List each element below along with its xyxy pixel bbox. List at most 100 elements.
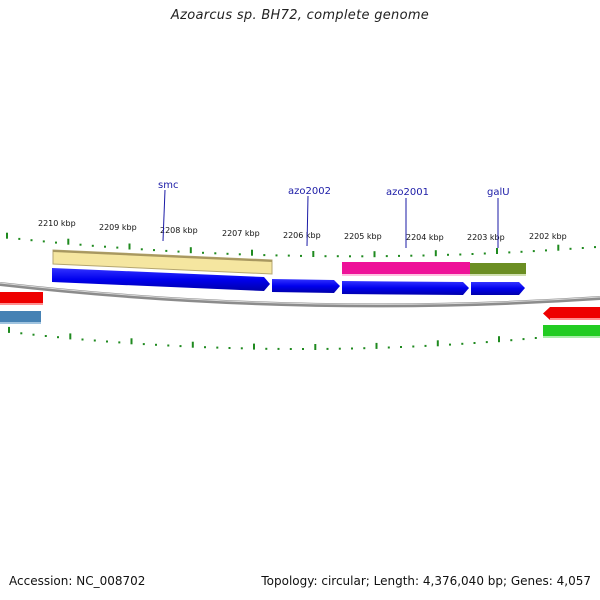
minor-tick xyxy=(534,337,537,339)
cds-arrow-azo2002[interactable] xyxy=(272,279,340,293)
major-tick xyxy=(251,249,253,256)
major-tick xyxy=(130,338,133,345)
minor-tick xyxy=(57,336,59,339)
major-tick xyxy=(189,247,192,254)
kbp-label: 2203 kbp xyxy=(467,233,505,242)
minor-tick xyxy=(400,346,402,348)
cds-arrow-azo2001[interactable] xyxy=(342,281,469,295)
major-tick xyxy=(314,344,317,350)
minor-tick xyxy=(263,254,266,257)
feature-steelblue-left[interactable] xyxy=(0,311,41,324)
minor-tick xyxy=(202,251,204,254)
minor-tick xyxy=(142,343,145,346)
minor-tick xyxy=(361,255,364,258)
minor-tick xyxy=(275,254,278,257)
genome-summary: Topology: circular; Length: 4,376,040 bp… xyxy=(261,574,591,588)
minor-tick xyxy=(226,252,229,255)
minor-tick xyxy=(287,254,290,257)
gene-label-galU[interactable]: galU xyxy=(487,187,510,198)
kbp-label: 2204 kbp xyxy=(406,233,444,242)
cds-arrow-red-right[interactable] xyxy=(543,307,600,320)
major-tick xyxy=(375,342,378,349)
minor-tick xyxy=(177,250,180,253)
gene-label-azo2001[interactable]: azo2001 xyxy=(386,187,429,198)
minor-tick xyxy=(461,342,464,345)
minor-tick xyxy=(79,243,82,246)
feature-smc-region[interactable] xyxy=(52,249,273,275)
genome-backbone xyxy=(0,282,600,308)
minor-tick xyxy=(398,254,400,257)
minor-tick xyxy=(153,249,155,252)
minor-tick xyxy=(349,255,351,258)
feature-galU-edge xyxy=(470,274,526,276)
minor-tick xyxy=(594,246,596,249)
minor-tick xyxy=(447,253,449,256)
major-tick xyxy=(498,336,500,343)
cds-arrow-red-right-edge xyxy=(550,318,600,320)
minor-tick xyxy=(326,347,329,350)
minor-tick xyxy=(277,347,280,350)
minor-tick xyxy=(471,253,474,255)
minor-tick xyxy=(118,341,121,344)
minor-tick xyxy=(422,254,425,257)
minor-tick xyxy=(42,240,45,243)
genome-title: Azoarcus sp. BH72, complete genome xyxy=(170,8,430,23)
major-tick xyxy=(191,341,194,348)
edge-features xyxy=(0,292,600,338)
minor-tick xyxy=(167,344,170,347)
minor-tick xyxy=(30,239,33,242)
minor-tick xyxy=(520,250,523,253)
cds-arrow-galU[interactable] xyxy=(471,282,525,295)
major-tick xyxy=(312,251,315,257)
minor-tick xyxy=(510,339,513,342)
kbp-label: 2202 kbp xyxy=(529,232,567,241)
minor-tick xyxy=(483,252,486,255)
major-tick xyxy=(436,340,439,347)
feature-azo2001-region[interactable] xyxy=(342,262,470,276)
minor-tick xyxy=(338,347,341,350)
feature-red-left[interactable] xyxy=(0,292,43,305)
minor-tick xyxy=(20,332,23,335)
minor-tick xyxy=(410,254,413,257)
minor-tick xyxy=(508,251,511,254)
major-tick xyxy=(8,326,10,333)
feature-green-right[interactable] xyxy=(543,325,600,338)
minor-tick xyxy=(214,252,217,255)
minor-tick xyxy=(412,345,415,348)
kbp-label: 2210 kbp xyxy=(38,219,76,228)
minor-tick xyxy=(55,241,57,244)
minor-tick xyxy=(91,244,94,247)
minor-tick xyxy=(424,344,427,347)
minor-tick xyxy=(300,254,302,257)
minor-tick xyxy=(302,348,304,350)
gene-label-smc[interactable]: smc xyxy=(158,180,178,191)
major-tick xyxy=(557,244,560,251)
minor-tick xyxy=(165,249,168,252)
feature-track xyxy=(52,249,526,276)
minor-tick xyxy=(459,253,462,256)
minor-tick xyxy=(351,347,353,350)
minor-tick xyxy=(336,255,339,258)
genome-backbone-highlight xyxy=(0,282,600,305)
kbp-labels: 2210 kbp 2209 kbp 2208 kbp 2207 kbp 2206… xyxy=(38,219,567,242)
minor-tick xyxy=(238,253,241,256)
feature-azo2001-edge xyxy=(342,274,470,276)
kbp-label: 2207 kbp xyxy=(222,229,260,238)
major-tick xyxy=(69,333,72,340)
feature-green-right-edge xyxy=(543,336,600,338)
gene-label-azo2002[interactable]: azo2002 xyxy=(288,186,331,197)
kbp-label: 2206 kbp xyxy=(283,231,321,240)
major-tick xyxy=(373,251,376,258)
kbp-label: 2205 kbp xyxy=(344,232,382,241)
cds-arrow-smc[interactable] xyxy=(52,268,270,291)
major-tick xyxy=(253,343,255,350)
minor-tick xyxy=(581,247,584,249)
feature-galU-region[interactable] xyxy=(470,263,526,276)
minor-tick xyxy=(265,347,268,350)
minor-tick xyxy=(289,348,292,350)
minor-tick xyxy=(532,250,535,253)
minor-tick xyxy=(216,346,219,349)
minor-tick xyxy=(522,338,525,341)
minor-tick xyxy=(44,335,47,337)
